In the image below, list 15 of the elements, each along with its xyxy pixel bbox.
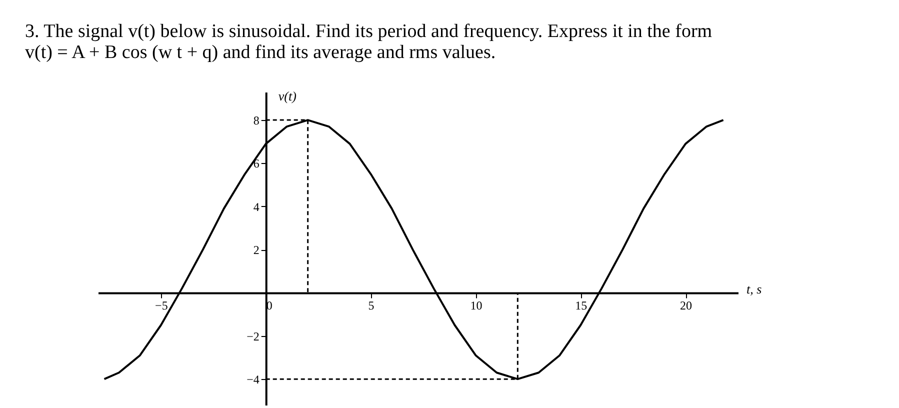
x-axis-title: t, s — [746, 281, 762, 296]
x-tick-label: 15 — [575, 298, 588, 312]
x-tick-label: 10 — [470, 298, 482, 312]
chart-subtitle: v(t) = A + B cos (w t + q) and find its average and rms values. — [25, 42, 496, 63]
y-tick-label: −4 — [246, 372, 260, 387]
x-tick-label: 5 — [368, 298, 374, 312]
y-tick-label: −2 — [246, 329, 260, 344]
y-axis-title: v(t) — [278, 88, 296, 104]
y-tick-label: 8 — [253, 114, 260, 128]
x-tick-label: 20 — [680, 298, 692, 312]
y-tick-label: 2 — [253, 243, 260, 258]
x-tick-label: −5 — [155, 298, 168, 312]
chart-title: 3. The signal v(t) below is sinusoidal. Find its period and frequency. Express it in the form — [25, 21, 712, 42]
y-tick-label: 6 — [253, 156, 260, 171]
y-tick-label: 4 — [253, 200, 260, 214]
